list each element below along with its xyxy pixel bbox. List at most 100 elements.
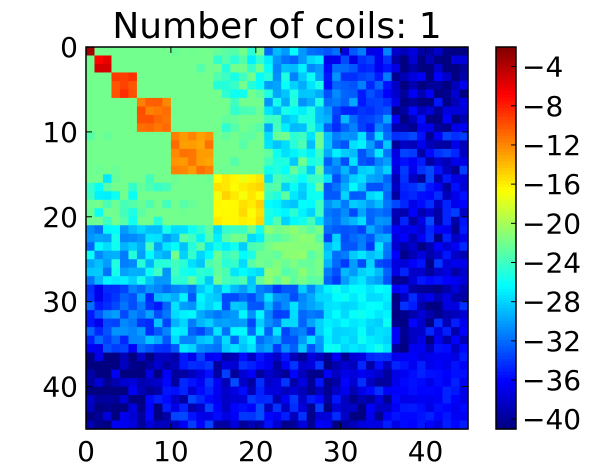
heatmap-cell (204, 140, 214, 150)
heatmap-cell (323, 97, 333, 108)
heatmap-cell (264, 208, 274, 218)
heatmap-cell (179, 403, 189, 413)
heatmap-cell (94, 182, 104, 192)
heatmap-cell (238, 403, 248, 413)
heatmap-cell (128, 72, 138, 82)
heatmap-cell (332, 276, 342, 286)
heatmap-cell (374, 106, 384, 116)
heatmap-cell (340, 148, 350, 158)
heatmap-cell (255, 293, 265, 303)
heatmap-cell (298, 369, 308, 379)
heatmap-cell (306, 182, 316, 192)
heatmap-cell (391, 80, 401, 91)
heatmap-cell (221, 361, 231, 371)
heatmap-cell (383, 344, 393, 354)
heatmap-cell (315, 165, 325, 175)
colorbar-segment (496, 47, 516, 51)
heatmap-cell (391, 191, 401, 201)
heatmap-cell (323, 412, 333, 422)
heatmap-cell (417, 216, 427, 226)
heatmap-cell (425, 55, 435, 65)
heatmap-cell (408, 114, 418, 124)
heatmap-cell (111, 420, 121, 430)
heatmap-cell (357, 123, 367, 133)
heatmap-cell (442, 89, 452, 99)
heatmap-cell (196, 216, 206, 226)
heatmap-cell (434, 216, 444, 226)
colorbar-segment (496, 132, 516, 137)
heatmap-cell (204, 199, 214, 209)
heatmap-cell (340, 106, 350, 116)
colorbar-segment (496, 279, 516, 284)
heatmap-cell (434, 301, 444, 311)
heatmap-cell (238, 182, 248, 192)
heatmap-cell (111, 174, 121, 184)
colorbar-segment (496, 56, 516, 61)
heatmap-cell (349, 412, 359, 422)
colorbar-segment (496, 330, 516, 335)
heatmap-cell (400, 123, 410, 133)
heatmap-cell (366, 157, 376, 167)
heatmap-cell (408, 89, 418, 99)
heatmap-cell (374, 344, 384, 354)
heatmap-cell (145, 131, 155, 141)
heatmap-cell (306, 148, 316, 158)
heatmap-cell (247, 225, 257, 235)
heatmap-cell (136, 123, 147, 133)
heatmap-cell (272, 114, 282, 124)
heatmap-cell (272, 310, 282, 320)
heatmap-cell (145, 301, 155, 311)
heatmap-cell (128, 63, 138, 74)
heatmap-cell (272, 80, 282, 91)
heatmap-cell (298, 140, 308, 150)
heatmap-cell (408, 293, 418, 303)
heatmap-cell (459, 165, 469, 175)
heatmap-cell (136, 140, 147, 150)
heatmap-cell (255, 327, 265, 337)
heatmap-cell (442, 225, 452, 235)
heatmap-cell (264, 378, 274, 388)
heatmap-cell (451, 123, 461, 133)
heatmap-cell (247, 386, 257, 396)
colorbar-segment (496, 276, 516, 280)
heatmap-cell (111, 318, 121, 328)
heatmap-cell (315, 225, 325, 235)
heatmap-cell (442, 318, 452, 328)
heatmap-cell (179, 250, 189, 260)
heatmap-cell (349, 369, 359, 379)
heatmap-cell (170, 378, 180, 388)
heatmap-cells (86, 47, 469, 430)
heatmap-cell (128, 233, 138, 243)
heatmap-cell (357, 395, 367, 405)
heatmap-cell (162, 395, 172, 405)
heatmap-cell (162, 199, 172, 209)
heatmap-cell (349, 318, 359, 328)
heatmap-cell (170, 267, 180, 277)
colorbar-segment (496, 288, 516, 293)
heatmap-cell (408, 301, 418, 311)
heatmap-cell (213, 301, 223, 311)
heatmap-cell (153, 369, 163, 379)
heatmap-cell (111, 284, 121, 294)
heatmap-cell (383, 114, 393, 124)
heatmap-cell (111, 344, 121, 354)
heatmap-cell (238, 378, 248, 388)
heatmap-cell (86, 89, 96, 99)
heatmap-cell (408, 148, 418, 158)
heatmap-cell (264, 293, 274, 303)
heatmap-cell (323, 293, 333, 303)
heatmap-cell (187, 250, 197, 260)
heatmap-cell (86, 208, 96, 218)
heatmap-cell (255, 284, 265, 294)
heatmap-cell (374, 47, 384, 57)
heatmap-cell (255, 242, 265, 252)
heatmap-cell (451, 174, 461, 184)
heatmap-cell (272, 386, 282, 396)
heatmap-cell (247, 310, 257, 320)
heatmap-cell (349, 361, 359, 371)
heatmap-cell (366, 293, 376, 303)
heatmap-cell (451, 318, 461, 328)
heatmap-cell (204, 208, 214, 218)
heatmap-cell (391, 412, 401, 422)
heatmap-cell (170, 47, 180, 57)
